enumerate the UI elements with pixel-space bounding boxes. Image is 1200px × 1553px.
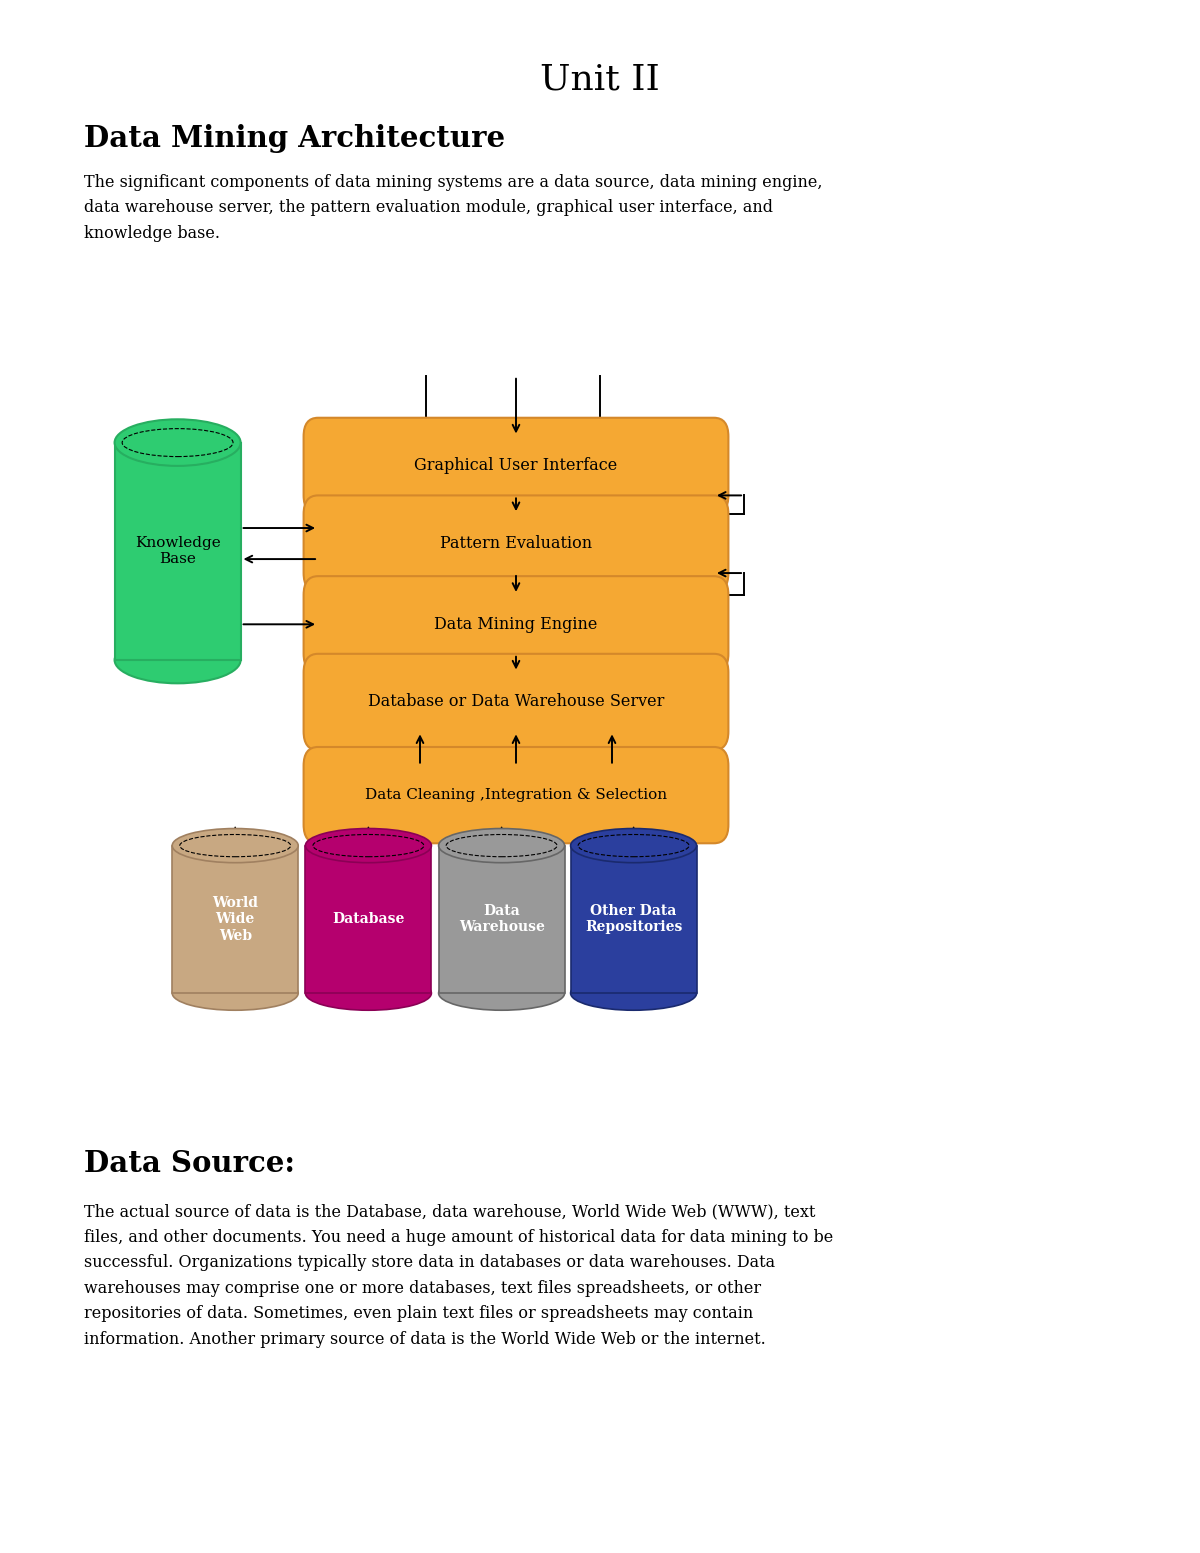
Ellipse shape (439, 829, 564, 863)
Text: Data Mining Architecture: Data Mining Architecture (84, 124, 505, 154)
Ellipse shape (173, 977, 299, 1011)
FancyBboxPatch shape (304, 418, 728, 514)
FancyBboxPatch shape (304, 576, 728, 672)
Ellipse shape (115, 419, 241, 466)
Ellipse shape (571, 829, 696, 863)
Ellipse shape (571, 977, 696, 1011)
Text: Data
Warehouse: Data Warehouse (458, 904, 545, 935)
Text: Knowledge
Base: Knowledge Base (134, 536, 221, 567)
FancyBboxPatch shape (304, 747, 728, 843)
FancyBboxPatch shape (439, 845, 565, 994)
Text: Data Mining Engine: Data Mining Engine (434, 617, 598, 632)
Text: The significant components of data mining systems are a data source, data mining: The significant components of data minin… (84, 174, 822, 242)
Ellipse shape (115, 637, 241, 683)
Text: Database or Data Warehouse Server: Database or Data Warehouse Server (368, 694, 664, 710)
Text: Data Cleaning ,Integration & Selection: Data Cleaning ,Integration & Selection (365, 787, 667, 803)
FancyBboxPatch shape (305, 845, 432, 994)
Text: Data Source:: Data Source: (84, 1149, 295, 1179)
Text: Graphical User Interface: Graphical User Interface (414, 458, 618, 474)
FancyBboxPatch shape (115, 443, 241, 660)
FancyBboxPatch shape (173, 845, 298, 994)
Ellipse shape (439, 977, 564, 1011)
Ellipse shape (305, 977, 432, 1011)
Ellipse shape (173, 829, 299, 863)
Text: Other Data
Repositories: Other Data Repositories (584, 904, 683, 935)
FancyBboxPatch shape (304, 495, 728, 592)
Text: World
Wide
Web: World Wide Web (212, 896, 258, 943)
FancyBboxPatch shape (304, 654, 728, 750)
FancyBboxPatch shape (571, 845, 696, 994)
Text: Unit II: Unit II (540, 62, 660, 96)
Text: The actual source of data is the Database, data warehouse, World Wide Web (WWW),: The actual source of data is the Databas… (84, 1204, 833, 1348)
Text: Pattern Evaluation: Pattern Evaluation (440, 536, 592, 551)
Text: Database: Database (332, 912, 404, 927)
Ellipse shape (305, 829, 432, 863)
